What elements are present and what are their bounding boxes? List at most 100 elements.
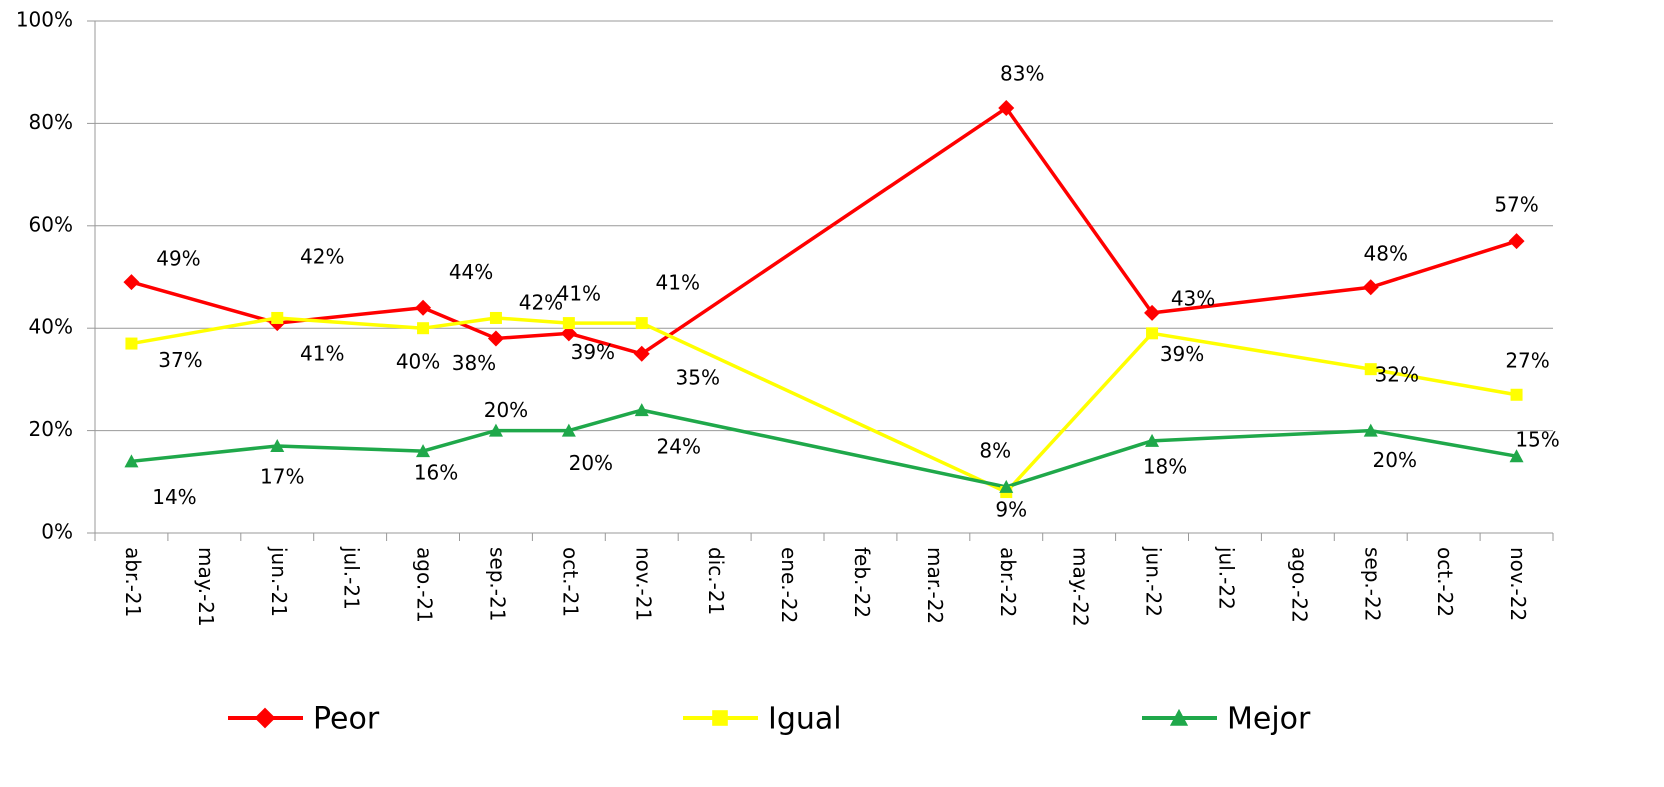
x-tick-label: mar.-22 (923, 547, 947, 624)
y-tick-label: 80% (29, 110, 73, 134)
series-line (1370, 428, 1517, 458)
legend-marker (712, 710, 728, 726)
series-line (1370, 239, 1518, 289)
legend-label: Mejor (1227, 702, 1311, 737)
data-label: 41% (300, 342, 344, 366)
data-label: 15% (1515, 428, 1559, 452)
x-tick-label: may.-22 (1069, 547, 1093, 627)
x-tick-label: nov.-22 (1506, 547, 1530, 621)
legend-marker (1169, 708, 1189, 726)
x-tick-label: nov.-21 (631, 547, 655, 621)
data-label: 20% (569, 451, 613, 475)
point (633, 345, 650, 362)
point (487, 330, 504, 347)
legend-label: Peor (313, 702, 380, 737)
series-line (422, 316, 497, 330)
y-tick-label: 40% (29, 315, 73, 339)
data-label: 48% (1364, 242, 1408, 266)
x-tick-label: may.-21 (194, 547, 218, 627)
point (1144, 304, 1161, 321)
point (417, 322, 430, 335)
x-tick-label: oct.-22 (1433, 547, 1457, 617)
series-line (1004, 107, 1154, 314)
point (1509, 449, 1524, 463)
legend-label: Igual (768, 702, 842, 737)
point (1146, 327, 1159, 340)
data-label: 17% (260, 464, 304, 488)
series-line (130, 280, 278, 325)
x-tick-label: feb.-22 (850, 547, 874, 618)
point (415, 299, 432, 316)
data-label: 41% (557, 282, 601, 306)
series-line (495, 316, 569, 325)
x-tick-label: jul.-21 (340, 546, 364, 610)
data-label: 8% (979, 439, 1011, 463)
data-label: 16% (414, 461, 458, 485)
point (998, 100, 1015, 117)
point (125, 337, 138, 350)
point (1362, 279, 1379, 296)
data-label: 42% (300, 244, 344, 268)
x-tick-label: jun.-21 (267, 546, 291, 617)
point (416, 444, 431, 458)
point (489, 311, 502, 324)
series-line (131, 316, 278, 346)
series-line (568, 408, 643, 433)
data-label: 39% (1160, 342, 1204, 366)
data-label: 32% (1375, 363, 1419, 387)
point (635, 317, 648, 330)
point (270, 438, 285, 452)
data-label: 41% (656, 271, 700, 295)
series-line (641, 321, 1007, 494)
series-line (1151, 428, 1371, 443)
data-label: 18% (1143, 454, 1187, 478)
point (1508, 233, 1525, 250)
point (124, 454, 139, 468)
point (634, 403, 649, 417)
x-tick-label: abr.-21 (121, 547, 145, 617)
data-label: 40% (396, 350, 440, 374)
x-tick-label: abr.-22 (996, 547, 1020, 617)
x-tick-label: ago.-22 (1287, 547, 1311, 623)
series-line (131, 444, 278, 464)
x-tick-label: sep.-21 (485, 547, 509, 621)
series-line (640, 106, 1008, 356)
legend-marker (254, 707, 276, 729)
x-tick-label: jun.-22 (1142, 546, 1166, 617)
data-label: 57% (1494, 193, 1538, 217)
data-label: 44% (449, 260, 493, 284)
point (560, 325, 577, 342)
point (488, 423, 503, 437)
data-label: 37% (158, 348, 202, 372)
x-tick-label: ago.-21 (413, 547, 437, 623)
point (562, 317, 575, 330)
series-line (1151, 285, 1371, 315)
series-line (495, 331, 569, 341)
data-label: 20% (484, 398, 528, 422)
data-label: 14% (152, 485, 196, 509)
series-line (641, 408, 1007, 489)
point (1145, 433, 1160, 447)
series-line (422, 428, 497, 453)
data-label: 49% (156, 247, 200, 271)
data-label: 35% (676, 365, 720, 389)
series-line (1370, 367, 1517, 397)
point (271, 311, 284, 324)
x-tick-label: oct.-21 (558, 547, 582, 617)
data-label: 43% (1171, 286, 1215, 310)
x-tick-label: ene.-22 (777, 547, 801, 623)
y-tick-label: 0% (41, 520, 73, 544)
data-label: 24% (657, 435, 701, 459)
point (1364, 363, 1377, 376)
x-tick-label: jul.-22 (1214, 546, 1238, 610)
data-label: 42% (519, 290, 563, 314)
point (561, 423, 576, 437)
y-tick-label: 60% (29, 212, 73, 236)
x-tick-label: dic.-21 (704, 547, 728, 615)
y-tick-label: 100% (16, 8, 73, 32)
point (999, 479, 1014, 493)
point (1510, 388, 1523, 401)
point (1363, 423, 1378, 437)
data-label: 20% (1373, 448, 1417, 472)
